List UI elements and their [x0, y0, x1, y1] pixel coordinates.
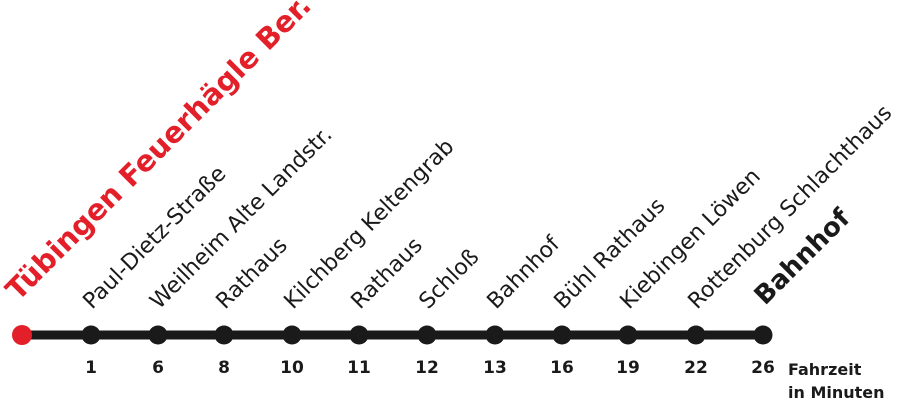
stop-marker-9 [618, 325, 638, 345]
stop-marker-3 [214, 325, 234, 345]
stop-marker-8 [552, 325, 572, 345]
stop-marker-5 [349, 325, 369, 345]
travel-time-10: 22 [684, 358, 708, 378]
travel-time-5: 11 [347, 358, 371, 378]
stop-marker-6 [417, 325, 437, 345]
stop-marker-0 [12, 325, 32, 345]
travel-time-11: 26 [751, 358, 775, 378]
travel-time-1: 1 [85, 358, 97, 378]
stop-marker-2 [148, 325, 168, 345]
travel-time-6: 12 [415, 358, 439, 378]
stop-label-8: Bühl Rathaus [550, 193, 671, 314]
stop-marker-1 [81, 325, 101, 345]
stop-label-6: Schloß [415, 245, 485, 315]
stop-marker-11 [753, 325, 773, 345]
stops-layer: Tübingen Feuerhägle Ber.Paul-Dietz-Straß… [0, 0, 897, 378]
legend-label-in-minuten: in Minuten [788, 383, 885, 402]
travel-time-8: 16 [550, 358, 574, 378]
legend-label-fahrzeit: Fahrzeit [788, 360, 862, 379]
stop-marker-4 [282, 325, 302, 345]
stop-marker-7 [485, 325, 505, 345]
travel-time-3: 8 [218, 358, 230, 378]
travel-time-9: 19 [616, 358, 640, 378]
travel-time-2: 6 [152, 358, 164, 378]
travel-time-4: 10 [280, 358, 304, 378]
travel-time-7: 13 [483, 358, 507, 378]
stop-marker-10 [686, 325, 706, 345]
